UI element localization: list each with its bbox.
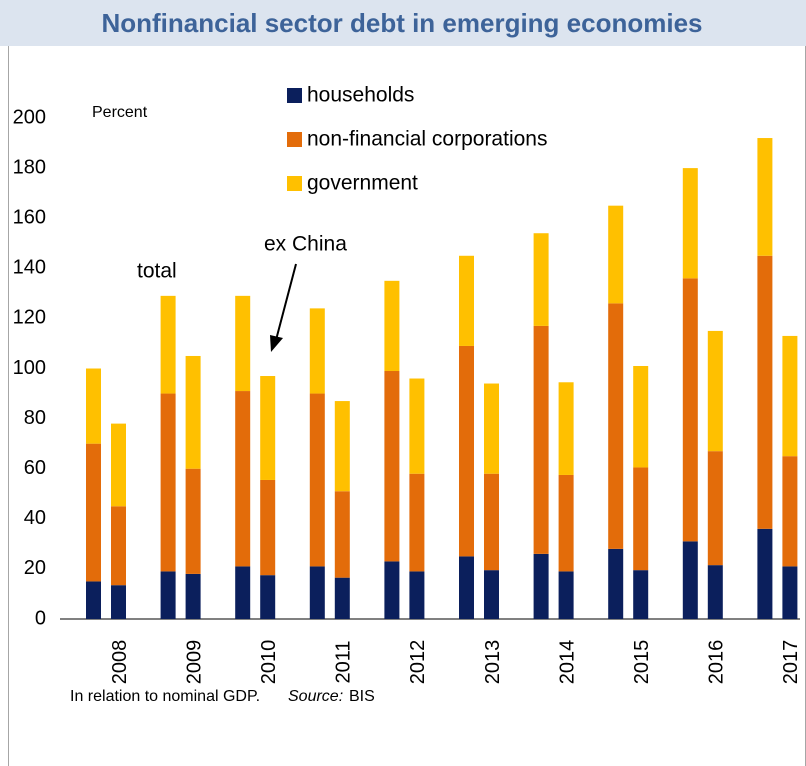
y-tick-label: 180 [13,156,46,178]
bar-segment [409,378,425,474]
bar-segment [334,491,350,578]
bar-segment [185,573,201,619]
y-tick-label: 200 [13,106,46,128]
bar-segment [484,383,499,474]
annotation: ex China [264,233,347,256]
bar-segment [459,255,474,346]
legend-label: households [307,84,414,107]
bar-segment [160,393,176,572]
y-tick-label: 120 [13,307,46,329]
bar-segment [633,570,649,619]
bar-segment [757,528,773,619]
annotation: total [137,260,177,283]
x-tick-label: 2017 [780,640,802,685]
x-tick-label: 2010 [258,640,280,685]
bar-segment [384,561,400,619]
bar-segment [459,345,474,557]
y-tick-label: 20 [24,557,46,579]
y-tick-label: 100 [13,357,46,379]
y-tick-label: 0 [35,607,46,629]
x-tick-label: 2013 [482,640,504,685]
bar-segment [235,566,251,619]
bar-segment [384,371,400,562]
bar-segment [185,468,201,574]
bar-segment [160,295,176,394]
bar-segment [757,138,773,256]
bar-segment [384,280,400,372]
bar-segment [633,365,649,468]
bar-segment [260,376,276,480]
y-tick-label: 80 [24,407,46,429]
bar-segment [533,553,549,619]
bar-segment [86,368,101,444]
bar-segment [334,401,350,492]
bar-segment [235,391,251,567]
x-tick-label: 2016 [706,640,728,685]
bar-segment [558,474,574,572]
y-tick-label: 160 [13,206,46,228]
bar-segment [260,479,276,576]
bar-segment [782,456,798,567]
bar-segment [558,382,574,475]
x-tick-label: 2014 [556,640,578,685]
bar-segment [533,325,549,554]
bar-segment [160,571,176,619]
legend-swatch [287,176,302,191]
arrow-line [275,263,297,341]
y-axis-label: Percent [92,104,148,121]
y-tick-label: 40 [24,507,46,529]
bar-segment [86,443,101,582]
bar-segment [260,575,276,619]
chart-title: Nonfinancial sector debt in emerging eco… [101,8,702,38]
legend-label: non-financial corporations [307,128,547,151]
source-label: Source: [288,688,343,705]
bar-segment [409,473,425,572]
bar-segment [111,423,126,507]
bar-segment [633,467,649,571]
bar-segment [309,566,325,619]
bar-segment [682,541,698,619]
x-tick-label: 2009 [183,640,205,685]
bar-segment [86,581,101,619]
bar-segment [409,571,425,619]
y-tick-label: 140 [13,257,46,279]
bar-segment [558,571,574,619]
title-bar [0,0,806,46]
bar-segment [111,585,126,619]
bar-segment [707,451,723,566]
bar-segment [782,335,798,457]
bar-segment [757,255,773,529]
x-tick-label: 2011 [333,640,355,683]
y-tick-label: 60 [24,457,46,479]
bar-segment [608,548,624,619]
bar-segment [707,330,723,452]
bar-segment [682,168,698,279]
bar-segment [608,303,624,549]
x-tick-label: 2012 [407,640,429,685]
bar-segment [235,295,251,392]
arrow-head [270,335,283,352]
bar-segment [484,473,499,571]
source: BIS [349,688,375,705]
legend-swatch [287,132,302,147]
x-tick-label: 2008 [109,640,131,685]
legend-label: government [307,172,418,195]
bar-segment [111,506,126,586]
bar-segment [309,393,325,567]
bar-segment [334,577,350,619]
x-tick-label: 2015 [631,640,653,685]
bar-segment [309,308,325,394]
legend-swatch [287,88,302,103]
bar-segment [185,355,201,469]
bar-segment [533,233,549,326]
bar-segment [484,570,499,619]
bar-segment [707,565,723,619]
bar-segment [459,556,474,619]
bar-segment [682,278,698,542]
bar-segment [608,205,624,304]
bar-segment [782,566,798,619]
note: In relation to nominal GDP. [70,688,260,705]
